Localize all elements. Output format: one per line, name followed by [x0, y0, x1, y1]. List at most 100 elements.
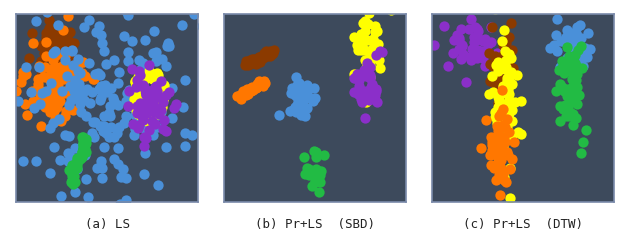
- Point: [132, 99, 142, 103]
- Point: [159, 93, 169, 96]
- Point: [252, 85, 262, 89]
- Point: [146, 118, 156, 122]
- Point: [487, 74, 497, 78]
- Point: [501, 100, 511, 103]
- Point: [557, 59, 568, 63]
- Point: [478, 56, 488, 60]
- Point: [52, 77, 62, 81]
- Point: [150, 75, 161, 79]
- Point: [246, 89, 256, 93]
- Point: [555, 65, 565, 69]
- Point: [365, 76, 376, 80]
- Point: [69, 164, 79, 168]
- Point: [152, 73, 163, 76]
- Point: [316, 169, 326, 173]
- Point: [129, 97, 140, 100]
- Point: [560, 103, 570, 107]
- Point: [155, 85, 165, 88]
- Point: [374, 59, 384, 62]
- Point: [155, 83, 165, 87]
- Point: [493, 155, 503, 159]
- Point: [99, 145, 109, 148]
- Point: [492, 78, 502, 82]
- Point: [121, 114, 131, 118]
- Point: [237, 93, 247, 97]
- Point: [150, 114, 161, 118]
- Point: [545, 46, 555, 50]
- Point: [567, 41, 577, 45]
- Point: [568, 84, 579, 88]
- Point: [360, 90, 370, 94]
- Point: [238, 89, 248, 93]
- Point: [50, 51, 60, 55]
- Point: [93, 24, 104, 27]
- Point: [79, 136, 89, 140]
- Point: [156, 79, 166, 82]
- Point: [33, 77, 43, 80]
- Point: [159, 118, 169, 122]
- Point: [304, 173, 314, 177]
- Point: [502, 150, 512, 154]
- Point: [131, 103, 141, 107]
- Point: [564, 54, 575, 58]
- Point: [358, 21, 368, 25]
- Point: [504, 53, 515, 56]
- Point: [141, 91, 152, 95]
- Point: [124, 51, 134, 54]
- Point: [493, 163, 504, 167]
- Point: [509, 100, 520, 104]
- Point: [149, 110, 159, 114]
- Point: [131, 99, 141, 103]
- Point: [63, 92, 74, 95]
- Point: [310, 179, 321, 183]
- Point: [134, 69, 144, 73]
- Point: [45, 110, 55, 114]
- Point: [79, 149, 90, 153]
- Point: [503, 114, 513, 118]
- Point: [502, 80, 512, 83]
- Point: [95, 124, 106, 128]
- Point: [38, 44, 49, 48]
- Point: [132, 107, 142, 111]
- Point: [156, 110, 166, 114]
- Point: [571, 116, 581, 120]
- Point: [36, 44, 46, 48]
- Point: [140, 88, 150, 92]
- Point: [60, 49, 70, 53]
- Point: [113, 103, 124, 107]
- Point: [287, 86, 297, 90]
- Point: [143, 108, 153, 112]
- Point: [152, 125, 163, 129]
- Point: [55, 158, 65, 162]
- Point: [567, 33, 577, 37]
- Point: [260, 81, 270, 85]
- Point: [141, 111, 151, 115]
- Point: [497, 39, 507, 43]
- Point: [39, 45, 49, 49]
- Point: [150, 84, 161, 87]
- Point: [471, 36, 481, 40]
- Point: [72, 69, 83, 73]
- Point: [467, 47, 477, 51]
- Point: [266, 49, 276, 53]
- Point: [77, 135, 88, 139]
- Point: [141, 136, 151, 140]
- Point: [131, 94, 141, 98]
- Point: [308, 99, 319, 102]
- Point: [50, 118, 60, 121]
- Point: [448, 51, 458, 55]
- Point: [49, 30, 60, 34]
- Point: [97, 84, 108, 88]
- Point: [59, 65, 69, 69]
- Point: [360, 100, 371, 103]
- Point: [53, 23, 63, 27]
- Point: [489, 167, 499, 170]
- Point: [495, 144, 505, 148]
- Point: [140, 152, 150, 155]
- Point: [55, 41, 65, 45]
- Point: [456, 57, 466, 61]
- Point: [363, 23, 373, 27]
- Point: [502, 103, 513, 107]
- Point: [361, 66, 371, 70]
- Point: [45, 92, 55, 96]
